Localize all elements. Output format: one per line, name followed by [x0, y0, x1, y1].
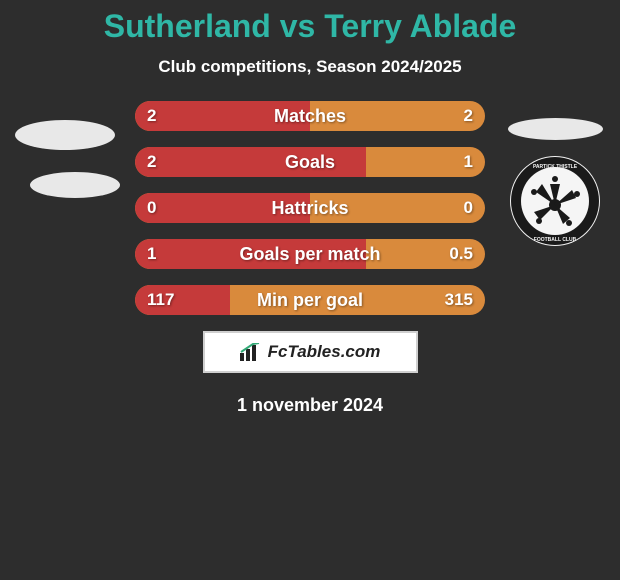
footer-text: FcTables.com	[268, 342, 381, 362]
stat-row: 2Goals1	[135, 147, 485, 177]
subtitle: Club competitions, Season 2024/2025	[0, 57, 620, 77]
stat-label: Min per goal	[135, 285, 485, 315]
stat-row: 117Min per goal315	[135, 285, 485, 315]
footer-attribution: FcTables.com	[203, 331, 418, 373]
player-right-badge-area: PARTICK THISTLE FOOTBALL CLUB	[500, 118, 610, 246]
stat-value-right: 0	[464, 193, 473, 223]
stat-label: Hattricks	[135, 193, 485, 223]
stat-value-right: 0.5	[449, 239, 473, 269]
stat-value-right: 315	[445, 285, 473, 315]
date-label: 1 november 2024	[0, 395, 620, 416]
club-crest: PARTICK THISTLE FOOTBALL CLUB	[510, 156, 600, 246]
comparison-rows: 2Matches22Goals10Hattricks01Goals per ma…	[135, 101, 485, 315]
stat-value-right: 2	[464, 101, 473, 131]
stat-value-right: 1	[464, 147, 473, 177]
stat-row: 1Goals per match0.5	[135, 239, 485, 269]
comparison-card: Sutherland vs Terry Ablade Club competit…	[0, 0, 620, 580]
stat-row: 0Hattricks0	[135, 193, 485, 223]
bar-chart-icon	[240, 343, 262, 361]
player-left-ellipse-2	[30, 172, 120, 198]
player-right-ellipse	[508, 118, 603, 140]
player-left-ellipse-1	[15, 120, 115, 150]
stat-label: Goals	[135, 147, 485, 177]
stat-row: 2Matches2	[135, 101, 485, 131]
stat-label: Matches	[135, 101, 485, 131]
stat-label: Goals per match	[135, 239, 485, 269]
crest-icon: PARTICK THISTLE FOOTBALL CLUB	[510, 156, 600, 246]
svg-text:FOOTBALL CLUB: FOOTBALL CLUB	[534, 237, 577, 243]
page-title: Sutherland vs Terry Ablade	[0, 8, 620, 45]
svg-text:PARTICK THISTLE: PARTICK THISTLE	[533, 164, 578, 170]
player-left-badge-area	[10, 120, 120, 198]
